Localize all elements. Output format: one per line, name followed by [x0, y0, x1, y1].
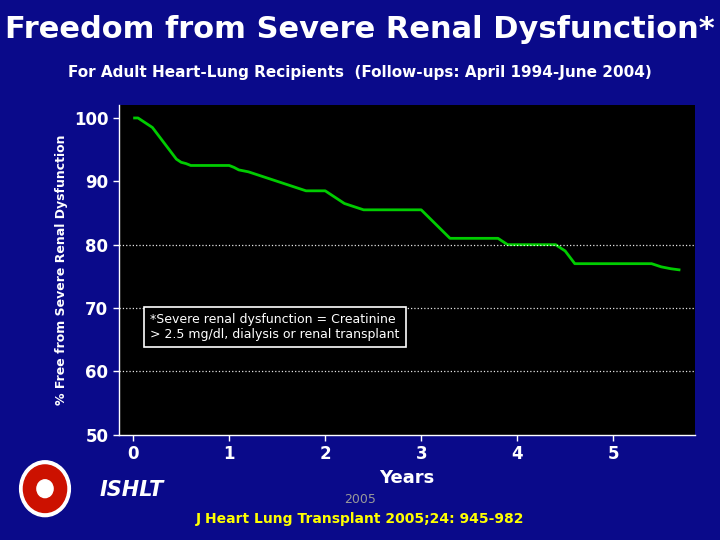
Text: For Adult Heart-Lung Recipients  (Follow-ups: April 1994-June 2004): For Adult Heart-Lung Recipients (Follow-… [68, 65, 652, 80]
Circle shape [23, 465, 66, 512]
Y-axis label: % Free from Severe Renal Dysfunction: % Free from Severe Renal Dysfunction [55, 135, 68, 405]
Text: 2005: 2005 [344, 493, 376, 506]
Text: J Heart Lung Transplant 2005;24: 945-982: J Heart Lung Transplant 2005;24: 945-982 [196, 512, 524, 526]
Circle shape [37, 480, 53, 498]
Text: Freedom from Severe Renal Dysfunction*: Freedom from Severe Renal Dysfunction* [5, 15, 715, 44]
Circle shape [19, 461, 71, 517]
Text: ISHLT: ISHLT [99, 480, 163, 501]
X-axis label: Years: Years [379, 469, 434, 487]
Text: *Severe renal dysfunction = Creatinine
> 2.5 mg/dl, dialysis or renal transplant: *Severe renal dysfunction = Creatinine >… [150, 313, 400, 341]
